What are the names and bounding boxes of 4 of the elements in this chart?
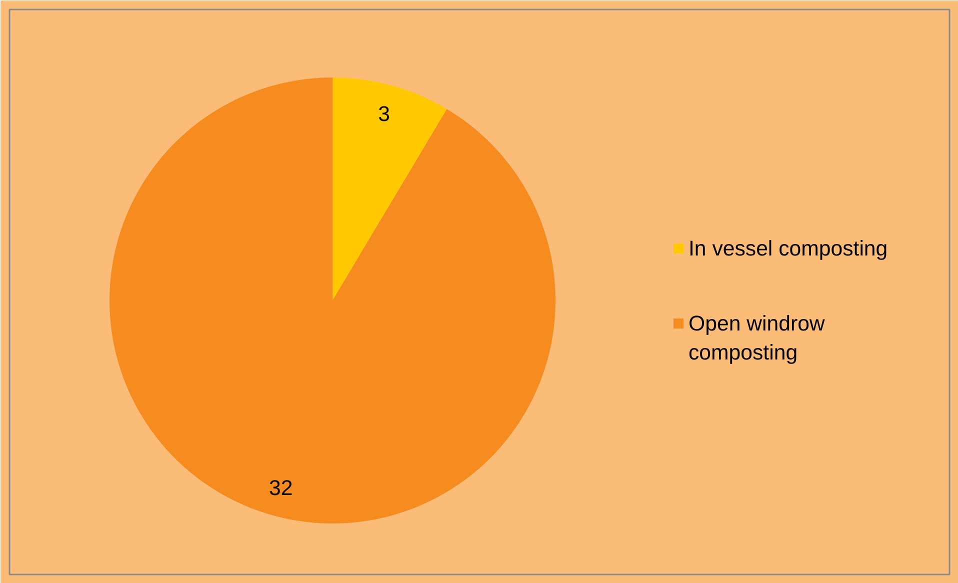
legend-label: In vessel composting [688, 236, 888, 260]
legend-label: Open windrow composting [688, 312, 826, 364]
data-label: 32 [269, 476, 293, 500]
data-label: 3 [378, 102, 390, 126]
